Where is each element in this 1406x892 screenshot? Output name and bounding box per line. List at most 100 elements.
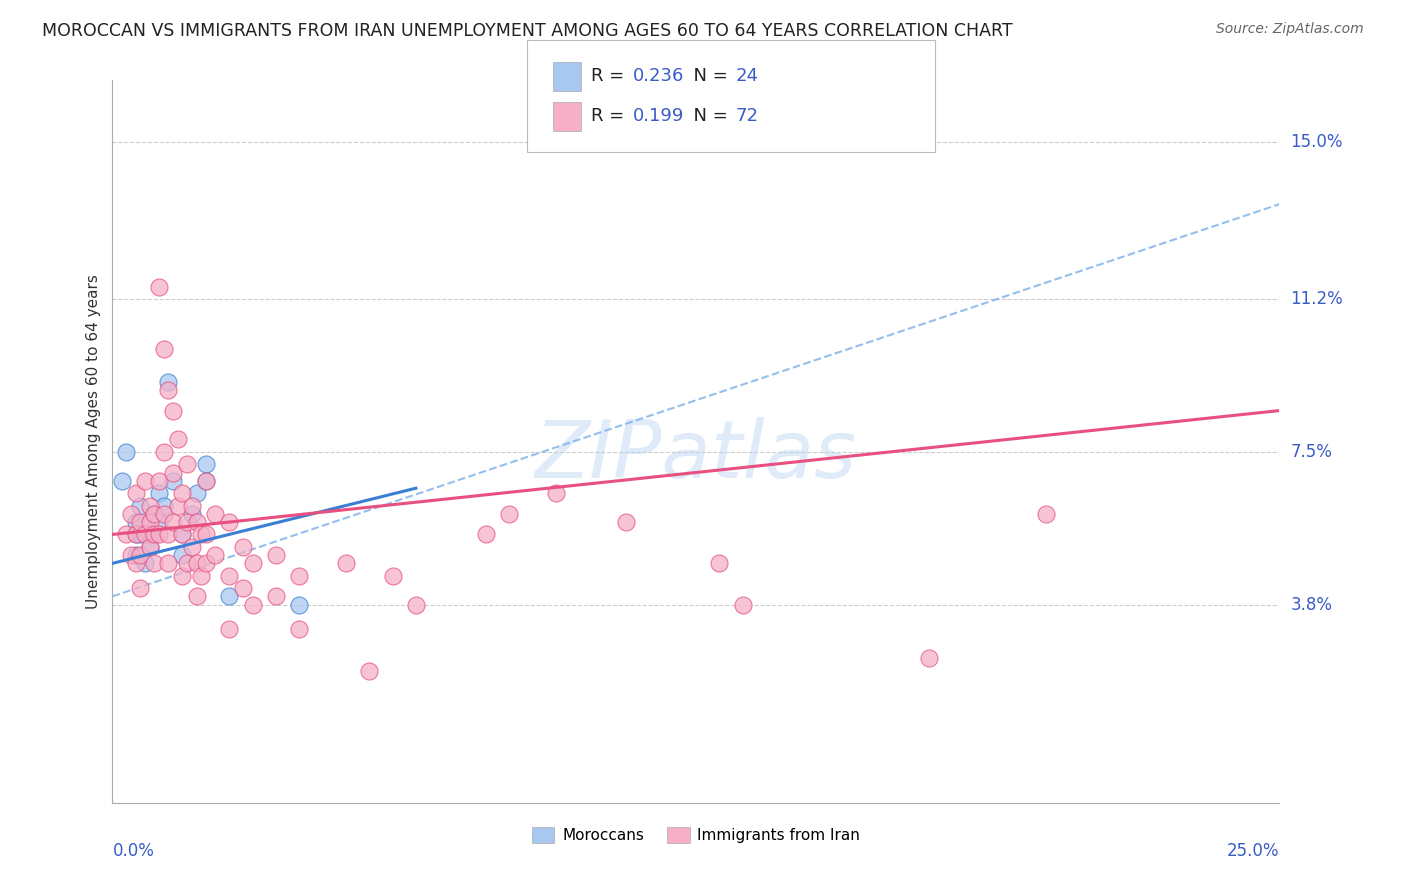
Text: 25.0%: 25.0% — [1227, 842, 1279, 860]
Point — [335, 557, 357, 571]
Point — [139, 527, 162, 541]
Point — [139, 540, 162, 554]
Point — [172, 486, 194, 500]
Point — [129, 548, 152, 562]
Text: 3.8%: 3.8% — [1291, 596, 1333, 614]
Point — [359, 664, 381, 678]
Point — [125, 548, 148, 562]
Point — [264, 548, 287, 562]
Point — [129, 527, 152, 541]
Point — [264, 590, 287, 604]
Point — [288, 598, 311, 612]
Text: 15.0%: 15.0% — [1291, 133, 1343, 152]
Point — [139, 540, 162, 554]
Point — [190, 527, 212, 541]
Point — [918, 651, 941, 665]
Point — [172, 527, 194, 541]
Point — [143, 507, 166, 521]
Point — [194, 474, 217, 488]
Point — [139, 515, 162, 529]
Point — [544, 486, 567, 500]
Text: 0.0%: 0.0% — [112, 842, 155, 860]
Point — [134, 557, 156, 571]
Point — [204, 507, 226, 521]
Point — [498, 507, 520, 521]
Point — [143, 557, 166, 571]
Point — [172, 548, 194, 562]
Point — [153, 499, 176, 513]
Point — [186, 515, 208, 529]
Point — [148, 279, 170, 293]
Point — [125, 527, 148, 541]
Point — [153, 445, 176, 459]
Point — [194, 474, 217, 488]
Point — [172, 527, 194, 541]
Point — [120, 548, 142, 562]
Point — [288, 568, 311, 582]
Point — [194, 527, 217, 541]
Point — [186, 557, 208, 571]
Y-axis label: Unemployment Among Ages 60 to 64 years: Unemployment Among Ages 60 to 64 years — [86, 274, 101, 609]
Point — [148, 515, 170, 529]
Point — [157, 557, 180, 571]
Point — [125, 486, 148, 500]
Point — [134, 527, 156, 541]
Text: ZIPatlas: ZIPatlas — [534, 417, 858, 495]
Point — [405, 598, 427, 612]
Point — [176, 457, 198, 471]
Point — [190, 568, 212, 582]
Point — [731, 598, 754, 612]
Point — [194, 457, 217, 471]
Text: 0.236: 0.236 — [633, 67, 685, 85]
Point — [134, 474, 156, 488]
Point — [180, 540, 202, 554]
Legend: Moroccans, Immigrants from Iran: Moroccans, Immigrants from Iran — [526, 822, 866, 849]
Text: 72: 72 — [735, 107, 758, 125]
Text: MOROCCAN VS IMMIGRANTS FROM IRAN UNEMPLOYMENT AMONG AGES 60 TO 64 YEARS CORRELAT: MOROCCAN VS IMMIGRANTS FROM IRAN UNEMPLO… — [42, 22, 1012, 40]
Text: 0.199: 0.199 — [633, 107, 685, 125]
Point — [709, 557, 731, 571]
Point — [180, 507, 202, 521]
Point — [157, 383, 180, 397]
Point — [157, 375, 180, 389]
Text: N =: N = — [682, 67, 734, 85]
Point — [242, 557, 264, 571]
Point — [288, 623, 311, 637]
Point — [166, 499, 188, 513]
Point — [1035, 507, 1057, 521]
Point — [242, 598, 264, 612]
Point — [180, 499, 202, 513]
Text: R =: R = — [591, 107, 630, 125]
Point — [381, 568, 404, 582]
Text: 24: 24 — [735, 67, 758, 85]
Text: 7.5%: 7.5% — [1291, 442, 1333, 461]
Point — [475, 527, 498, 541]
Point — [232, 581, 254, 595]
Point — [148, 474, 170, 488]
Point — [125, 557, 148, 571]
Point — [166, 433, 188, 447]
Point — [129, 581, 152, 595]
Point — [186, 486, 208, 500]
Point — [218, 623, 240, 637]
Point — [111, 474, 134, 488]
Point — [148, 486, 170, 500]
Text: N =: N = — [682, 107, 734, 125]
Point — [129, 499, 152, 513]
Point — [162, 403, 184, 417]
Point — [194, 557, 217, 571]
Point — [186, 590, 208, 604]
Point — [125, 515, 148, 529]
Point — [153, 507, 176, 521]
Point — [218, 568, 240, 582]
Point — [143, 527, 166, 541]
Point — [125, 527, 148, 541]
Point — [218, 590, 240, 604]
Point — [129, 515, 152, 529]
Point — [162, 466, 184, 480]
Text: R =: R = — [591, 67, 630, 85]
Point — [162, 515, 184, 529]
Point — [143, 507, 166, 521]
Point — [172, 568, 194, 582]
Point — [139, 499, 162, 513]
